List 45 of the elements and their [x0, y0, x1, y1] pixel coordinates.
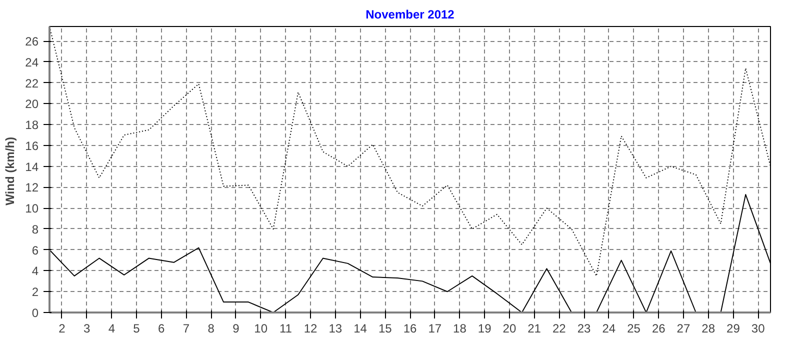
- x-tick-label: 13: [328, 322, 342, 336]
- x-tick-label: 21: [528, 322, 542, 336]
- x-tick-label: 30: [751, 322, 766, 336]
- x-tick-label: 9: [232, 322, 240, 336]
- x-tick-label: 16: [403, 322, 417, 336]
- y-tick-label: 26: [25, 34, 39, 49]
- x-tick-label: 28: [702, 322, 716, 336]
- x-tick-label: 17: [428, 322, 442, 336]
- x-tick-label: 14: [354, 322, 368, 336]
- x-tick-label: 15: [378, 322, 392, 336]
- y-tick-label: 24: [25, 55, 39, 70]
- x-tick-label: 11: [279, 322, 292, 336]
- y-tick-label: 18: [25, 118, 39, 132]
- chart-title: November 2012: [366, 8, 455, 22]
- x-tick-label: 3: [83, 322, 90, 336]
- x-tick-label: 8: [208, 322, 215, 336]
- y-tick-label: 14: [25, 160, 39, 174]
- x-tick-label: 12: [304, 322, 318, 336]
- y-tick-label: 22: [25, 76, 39, 90]
- x-tick-label: 18: [453, 322, 467, 336]
- x-tick-label: 6: [158, 322, 166, 336]
- y-tick-label: 4: [32, 264, 39, 278]
- x-tick-label: 24: [602, 322, 616, 336]
- y-axis-title: Wind (km/h): [3, 136, 18, 206]
- x-tick-label: 5: [133, 322, 140, 336]
- x-tick-label: 10: [254, 322, 268, 336]
- y-tick-label: 0: [32, 306, 39, 320]
- x-tick-label: 4: [108, 322, 116, 336]
- x-tick-label: 27: [676, 322, 690, 336]
- y-tick-label: 20: [25, 97, 39, 112]
- x-tick-label: 26: [652, 322, 666, 336]
- x-tick-label: 2: [58, 322, 66, 336]
- y-tick-label: 10: [25, 202, 39, 216]
- x-tick-label: 25: [627, 322, 641, 336]
- y-tick-label: 12: [25, 180, 39, 195]
- y-tick-label: 8: [32, 222, 39, 236]
- x-tick-label: 20: [502, 322, 516, 336]
- y-tick-label: 16: [25, 138, 39, 153]
- x-tick-label: 29: [726, 322, 740, 336]
- y-tick-label: 2: [32, 285, 39, 300]
- x-tick-label: 7: [182, 322, 190, 336]
- x-tick-label: 22: [552, 322, 566, 336]
- y-tick-label: 6: [32, 243, 39, 258]
- x-tick-label: 19: [478, 322, 492, 336]
- x-tick-label: 23: [577, 322, 592, 336]
